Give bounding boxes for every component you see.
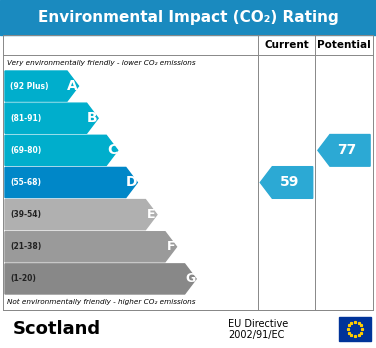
- Text: F: F: [167, 240, 175, 253]
- Text: 77: 77: [337, 143, 356, 157]
- Text: A: A: [67, 79, 78, 93]
- Polygon shape: [5, 135, 118, 165]
- Text: (1-20): (1-20): [10, 275, 36, 283]
- Polygon shape: [5, 71, 79, 101]
- Bar: [339, 317, 371, 341]
- Polygon shape: [5, 167, 137, 198]
- Text: (92 Plus): (92 Plus): [10, 81, 49, 90]
- Text: Very environmentally friendly - lower CO₂ emissions: Very environmentally friendly - lower CO…: [7, 60, 196, 66]
- Text: EU Directive: EU Directive: [228, 319, 288, 329]
- Text: Not environmentally friendly - higher CO₂ emissions: Not environmentally friendly - higher CO…: [7, 299, 196, 305]
- Text: 2002/91/EC: 2002/91/EC: [228, 330, 284, 340]
- Text: D: D: [126, 175, 137, 190]
- Text: Scotland: Scotland: [13, 320, 101, 338]
- Text: Environmental Impact (CO₂) Rating: Environmental Impact (CO₂) Rating: [38, 10, 338, 25]
- Text: C: C: [107, 143, 117, 157]
- Text: Current: Current: [264, 40, 309, 50]
- Bar: [0, 0, 376, 35]
- Text: (21-38): (21-38): [10, 242, 41, 251]
- Polygon shape: [5, 103, 98, 133]
- Polygon shape: [5, 199, 157, 230]
- Polygon shape: [318, 135, 370, 166]
- Polygon shape: [260, 167, 313, 198]
- Bar: [3, 35, 373, 310]
- Text: (81-91): (81-91): [10, 114, 41, 123]
- Text: B: B: [87, 111, 98, 125]
- Text: G: G: [185, 272, 196, 285]
- Polygon shape: [5, 232, 176, 262]
- Text: (55-68): (55-68): [10, 178, 41, 187]
- Text: Potential: Potential: [317, 40, 371, 50]
- Text: 59: 59: [280, 175, 299, 190]
- Text: (39-54): (39-54): [10, 210, 41, 219]
- Polygon shape: [5, 264, 196, 294]
- Text: (69-80): (69-80): [10, 146, 41, 155]
- Text: E: E: [147, 208, 155, 221]
